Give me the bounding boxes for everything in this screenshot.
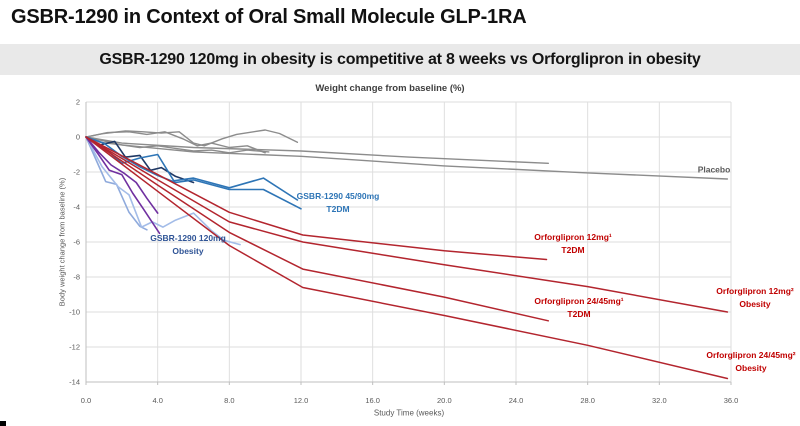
x-tick-label: 0.0 [81, 396, 91, 405]
label-gsbr-120-line: Obesity [172, 246, 204, 256]
label-gsbr-45-90: GSBR-1290 45/90mg T2DM [297, 190, 380, 216]
y-tick-label: -8 [73, 273, 80, 282]
series-gsbr-1290-120mg-obesity-b [85, 136, 241, 246]
label-gsbr-120-line: GSBR-1290 120mg [150, 233, 226, 243]
series-gsbr-1290-cohort-purple-a [85, 136, 161, 235]
x-axis-title: Study Time (weeks) [373, 408, 445, 418]
label-gsbr-45-90-line: T2DM [326, 204, 350, 214]
y-tick-label: 0 [76, 133, 80, 142]
x-tick-label: 12.0 [294, 396, 309, 405]
x-tick-label: 36.0 [724, 396, 739, 405]
x-tick-label: 28.0 [580, 396, 595, 405]
label-orf-2445-ob: Orforglipron 24/45mg² Obesity [706, 349, 795, 375]
chart-title: Weight change from baseline (%) [315, 83, 465, 94]
x-tick-label: 32.0 [652, 396, 667, 405]
x-tick-label: 8.0 [224, 396, 234, 405]
page-title: GSBR-1290 in Context of Oral Small Molec… [11, 6, 527, 28]
x-tick-label: 24.0 [509, 396, 524, 405]
label-gsbr-120: GSBR-1290 120mg Obesity [150, 232, 226, 258]
label-orf-2445-t2dm: Orforglipron 24/45mg¹ T2DM [534, 295, 623, 321]
y-tick-label: -10 [69, 308, 80, 317]
label-orf-2445-t2dm-line: T2DM [567, 309, 591, 319]
subtitle-banner-text: GSBR-1290 120mg in obesity is competitiv… [99, 50, 701, 68]
label-placebo: Placebo [698, 164, 731, 177]
label-orf-12-t2dm-line: Orforglipron 12mg¹ [534, 232, 612, 242]
y-tick-label: -4 [73, 203, 80, 212]
label-orf-2445-ob-line: Obesity [735, 363, 767, 373]
y-tick-label: -6 [73, 238, 80, 247]
series-placebo-short-a [85, 129, 299, 147]
y-tick-label: -14 [69, 378, 80, 387]
y-tick-label: -12 [69, 343, 80, 352]
label-orf-12-ob-line: Orforglipron 12mg² [716, 286, 794, 296]
series-orforglipron-12mg-t2dm [85, 136, 548, 261]
label-placebo-line: Placebo [697, 164, 731, 175]
corner-mark [0, 421, 6, 426]
x-tick-label: 4.0 [152, 396, 162, 405]
subtitle-banner: GSBR-1290 120mg in obesity is competitiv… [0, 44, 800, 75]
label-gsbr-45-90-line: GSBR-1290 45/90mg [296, 191, 380, 201]
label-orf-12-t2dm-line: T2DM [561, 245, 585, 255]
series-placebo-36wk [85, 136, 729, 180]
series-placebo-short-b [85, 131, 266, 154]
series-orforglipron-12mg-obesity [85, 136, 729, 313]
label-orf-12-ob-line: Obesity [739, 299, 771, 309]
x-tick-label: 20.0 [437, 396, 452, 405]
series-gsbr-1290-cohort-purple-b [85, 136, 159, 214]
y-axis-title: Body weight change from baseline (%) [57, 177, 67, 307]
y-tick-label: -2 [73, 168, 80, 177]
series-orforglipron-24-45mg-obesity [85, 136, 729, 380]
label-orf-12-t2dm: Orforglipron 12mg¹ T2DM [534, 231, 611, 257]
x-tick-label: 16.0 [365, 396, 380, 405]
label-orf-2445-ob-line: Orforglipron 24/45mg² [706, 350, 796, 360]
y-tick-label: 2 [76, 98, 80, 107]
series-placebo-26wk [85, 136, 549, 165]
label-orf-12-ob: Orforglipron 12mg² Obesity [716, 285, 793, 311]
series-orforglipron-24-45mg-t2dm [85, 136, 550, 322]
label-orf-2445-t2dm-line: Orforglipron 24/45mg¹ [534, 296, 624, 306]
